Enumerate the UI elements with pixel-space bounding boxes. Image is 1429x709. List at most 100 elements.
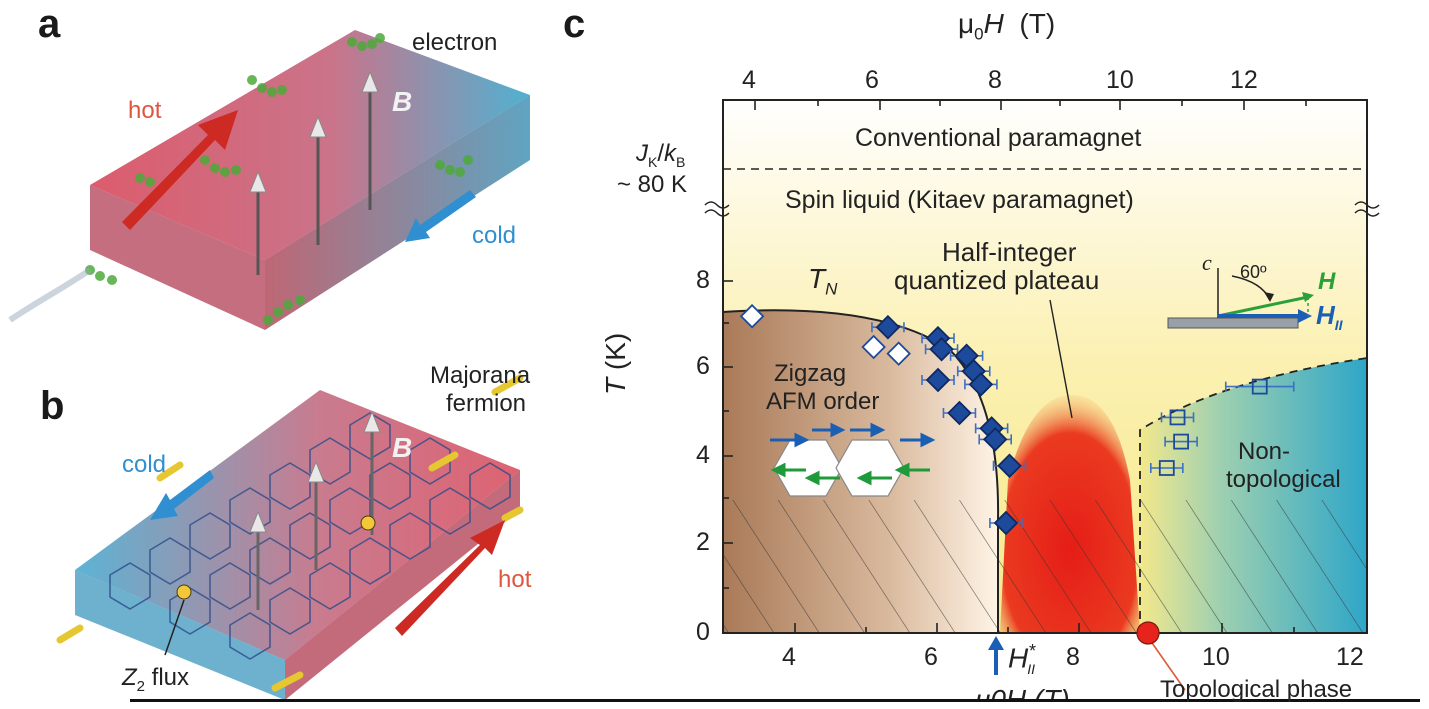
half-integer-label-2: quantized plateau — [894, 265, 1100, 295]
top-ticks — [754, 100, 1307, 110]
jk-J: J — [636, 140, 648, 167]
spin-liquid-label: Spin liquid (Kitaev paramagnet) — [785, 186, 1134, 214]
open-diamond-marker — [886, 341, 911, 366]
jk-k: k — [664, 140, 677, 167]
top-axis-sub: 0 — [974, 24, 984, 44]
slab-top-face — [90, 30, 530, 260]
zigzag-label-1: Zigzag — [774, 360, 847, 387]
slab-side-face — [265, 95, 530, 330]
filled-diamond-marker — [925, 367, 951, 393]
open-square-marker — [1251, 378, 1268, 395]
tn-label: TN — [808, 263, 837, 300]
y-axis-T: T — [600, 377, 631, 395]
inset-angle-label: 60º — [1240, 262, 1267, 282]
top-axis-H: H — [983, 8, 1004, 39]
filled-diamond-marker — [875, 314, 901, 340]
hstar-sub: II — [1027, 660, 1036, 677]
y-tick-label: 6 — [696, 352, 710, 380]
hstar-arrow — [988, 636, 1004, 650]
electron-chains — [85, 33, 473, 325]
inset-H-label: H — [1318, 268, 1336, 295]
jk-value-label: ~ 80 K — [617, 171, 688, 198]
z2-flux-label: Z2 flux — [122, 664, 189, 695]
left-ticks — [723, 280, 733, 634]
top-axis-mu: μ — [958, 8, 975, 39]
jk-K-sub: K — [648, 153, 658, 170]
bottom-tick-label: 4 — [782, 643, 796, 671]
field-label-a: B — [392, 86, 413, 117]
panel-a-letter: a — [38, 2, 61, 46]
filled-diamond-marker — [968, 372, 994, 397]
jk-ratio-label: JK/kB — [636, 140, 685, 170]
hot-label-a: hot — [128, 97, 162, 124]
cold-label-b: cold — [122, 451, 167, 478]
field-geometry-inset — [1167, 268, 1314, 329]
inset-c-axis-label: c — [1202, 250, 1212, 275]
tn-N-sub: N — [825, 279, 838, 299]
hot-arrow-b — [395, 520, 505, 636]
error-bar — [1164, 436, 1198, 447]
z2-subscript: 2 — [136, 677, 146, 695]
slab-b-front — [75, 570, 285, 700]
bottom-tick-label: 10 — [1202, 643, 1230, 671]
hstar-label: H*II — [1008, 641, 1035, 677]
panel-a-illustration — [8, 30, 530, 330]
panel-c-letter: c — [563, 2, 586, 46]
filled-diamond-marker — [997, 453, 1022, 479]
error-bar — [1150, 463, 1184, 473]
open-diamond-marker — [739, 303, 765, 329]
topological-phase-dot — [1136, 621, 1160, 645]
nontopological-label-1: Non- — [1238, 438, 1291, 465]
field-arrows-a — [256, 85, 372, 275]
bottom-axis-partial-clip: μ0H (T) — [975, 680, 1105, 699]
field-label-b: B — [392, 432, 413, 463]
panel-b-illustration — [56, 374, 524, 700]
electron-label: electron — [412, 29, 498, 56]
open-square-marker — [1158, 460, 1175, 476]
y-tick-label: 0 — [696, 618, 710, 646]
open-square-marker — [1169, 409, 1186, 426]
filled-diamond-marker — [982, 427, 1008, 452]
cold-arrow-b — [150, 470, 214, 520]
conventional-paramagnet-label: Conventional paramagnet — [855, 124, 1142, 152]
honeycomb-lattice — [109, 412, 511, 660]
majorana-label-line2: fermion — [446, 390, 527, 417]
majorana-arrows — [56, 374, 524, 692]
inset-Hpar-label: HII — [1316, 300, 1343, 333]
filled-diamond-marker — [947, 400, 972, 426]
top-axis-label: μ0H (T) — [958, 8, 1055, 45]
zigzag-label-2: AFM order — [766, 388, 880, 415]
z2-flux-text: flux — [145, 664, 190, 691]
error-bar — [1224, 381, 1295, 392]
top-tick-label: 8 — [988, 66, 1002, 94]
z2-symbol: Z — [122, 664, 137, 691]
z2-flux-dot — [176, 584, 192, 600]
hatched-region — [723, 500, 1367, 633]
hot-arrow — [122, 110, 238, 230]
hot-label-b: hot — [498, 566, 532, 593]
filled-diamond-marker — [929, 336, 954, 362]
tn-T: T — [808, 263, 826, 294]
cold-label-a: cold — [472, 222, 517, 249]
panel-b-letter: b — [40, 384, 65, 428]
top-tick-label: 10 — [1106, 66, 1134, 94]
bottom-axis-partial: μ0H (T) — [975, 680, 1105, 699]
jk-B-sub: B — [676, 153, 686, 170]
topological-phase-label: Topological phase — [1160, 676, 1353, 703]
zigzag-spin-diagram — [770, 422, 936, 497]
inset-Hpar-H: H — [1316, 300, 1335, 330]
hstar-sup: * — [1028, 641, 1036, 661]
half-integer-label-1: Half-integer — [942, 237, 1077, 267]
filled-diamond-marker — [993, 510, 1019, 536]
top-tick-label: 4 — [742, 66, 756, 94]
bottom-tick-label: 12 — [1336, 643, 1364, 671]
y-tick-label: 2 — [696, 528, 710, 556]
y-tick-label: 8 — [696, 266, 710, 294]
error-bar — [1160, 412, 1195, 423]
open-square-marker — [1173, 433, 1189, 450]
y-tick-label: 4 — [696, 441, 710, 469]
nontopological-label-2: topological — [1226, 466, 1341, 493]
y-axis-label: T (K) — [600, 333, 632, 395]
top-axis-unit: (T) — [1019, 8, 1056, 39]
